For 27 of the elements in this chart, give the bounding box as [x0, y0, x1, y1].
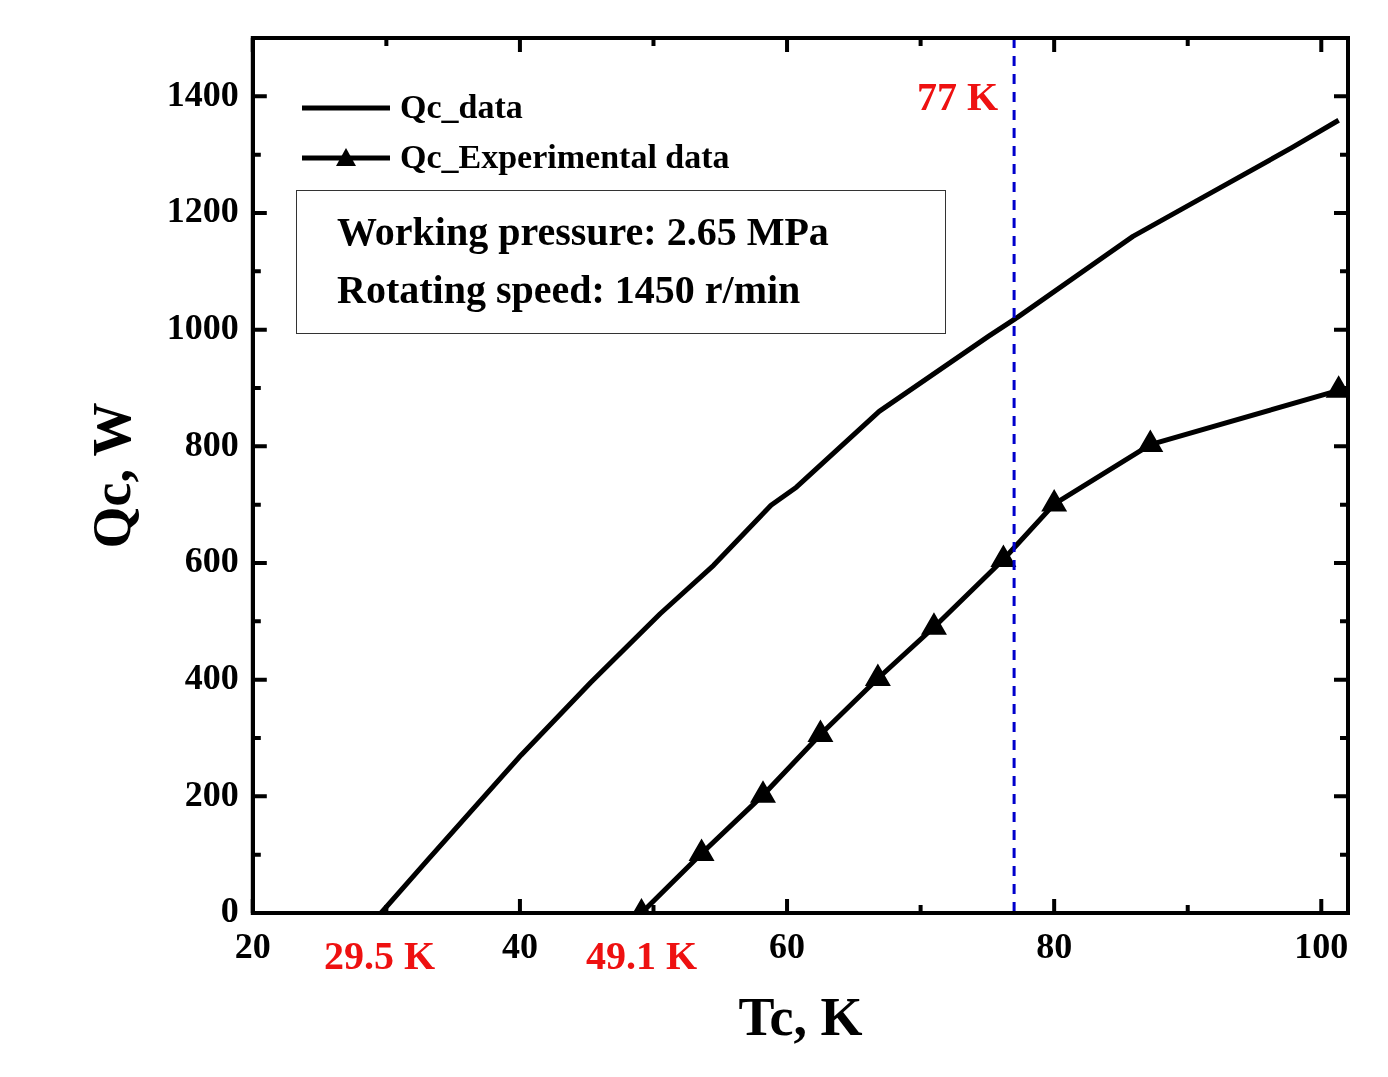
x-axis-title: Tc, K — [738, 986, 863, 1047]
note-box: Working pressure: 2.65 MPa Rotating speed: 1450 r/min — [296, 190, 946, 334]
annotation: Working pressure: 2.65 MPa — [337, 208, 830, 256]
y-tick-label: 200 — [184, 773, 239, 814]
y-tick-label: 600 — [184, 540, 239, 581]
y-tick-label: 1200 — [166, 190, 239, 231]
x-tick-label: 60 — [769, 925, 806, 966]
x-tick-label: 40 — [501, 925, 538, 966]
y-tick-label: 400 — [184, 656, 239, 697]
point — [750, 780, 776, 803]
point — [921, 612, 947, 635]
x-tick-label: 100 — [1294, 925, 1349, 966]
annotation: 29.5 K — [324, 933, 436, 979]
legend-label: Qc_data — [400, 88, 523, 126]
y-tick-label: 1000 — [166, 306, 239, 347]
point — [1041, 489, 1067, 512]
y-axis-title: Qc, W — [82, 402, 143, 549]
point — [865, 663, 891, 686]
point — [807, 719, 834, 742]
ref-line-label: 77 K — [916, 74, 999, 120]
legend-label: Qc_Experimental data — [400, 138, 730, 176]
y-tick-label: 1400 — [166, 73, 239, 114]
x-tick-label: 80 — [1036, 925, 1073, 966]
annotation: Rotating speed: 1450 r/min — [337, 266, 802, 314]
y-tick-label: 800 — [184, 423, 239, 464]
annotation: 49.1 K — [585, 933, 698, 979]
point — [688, 838, 715, 861]
